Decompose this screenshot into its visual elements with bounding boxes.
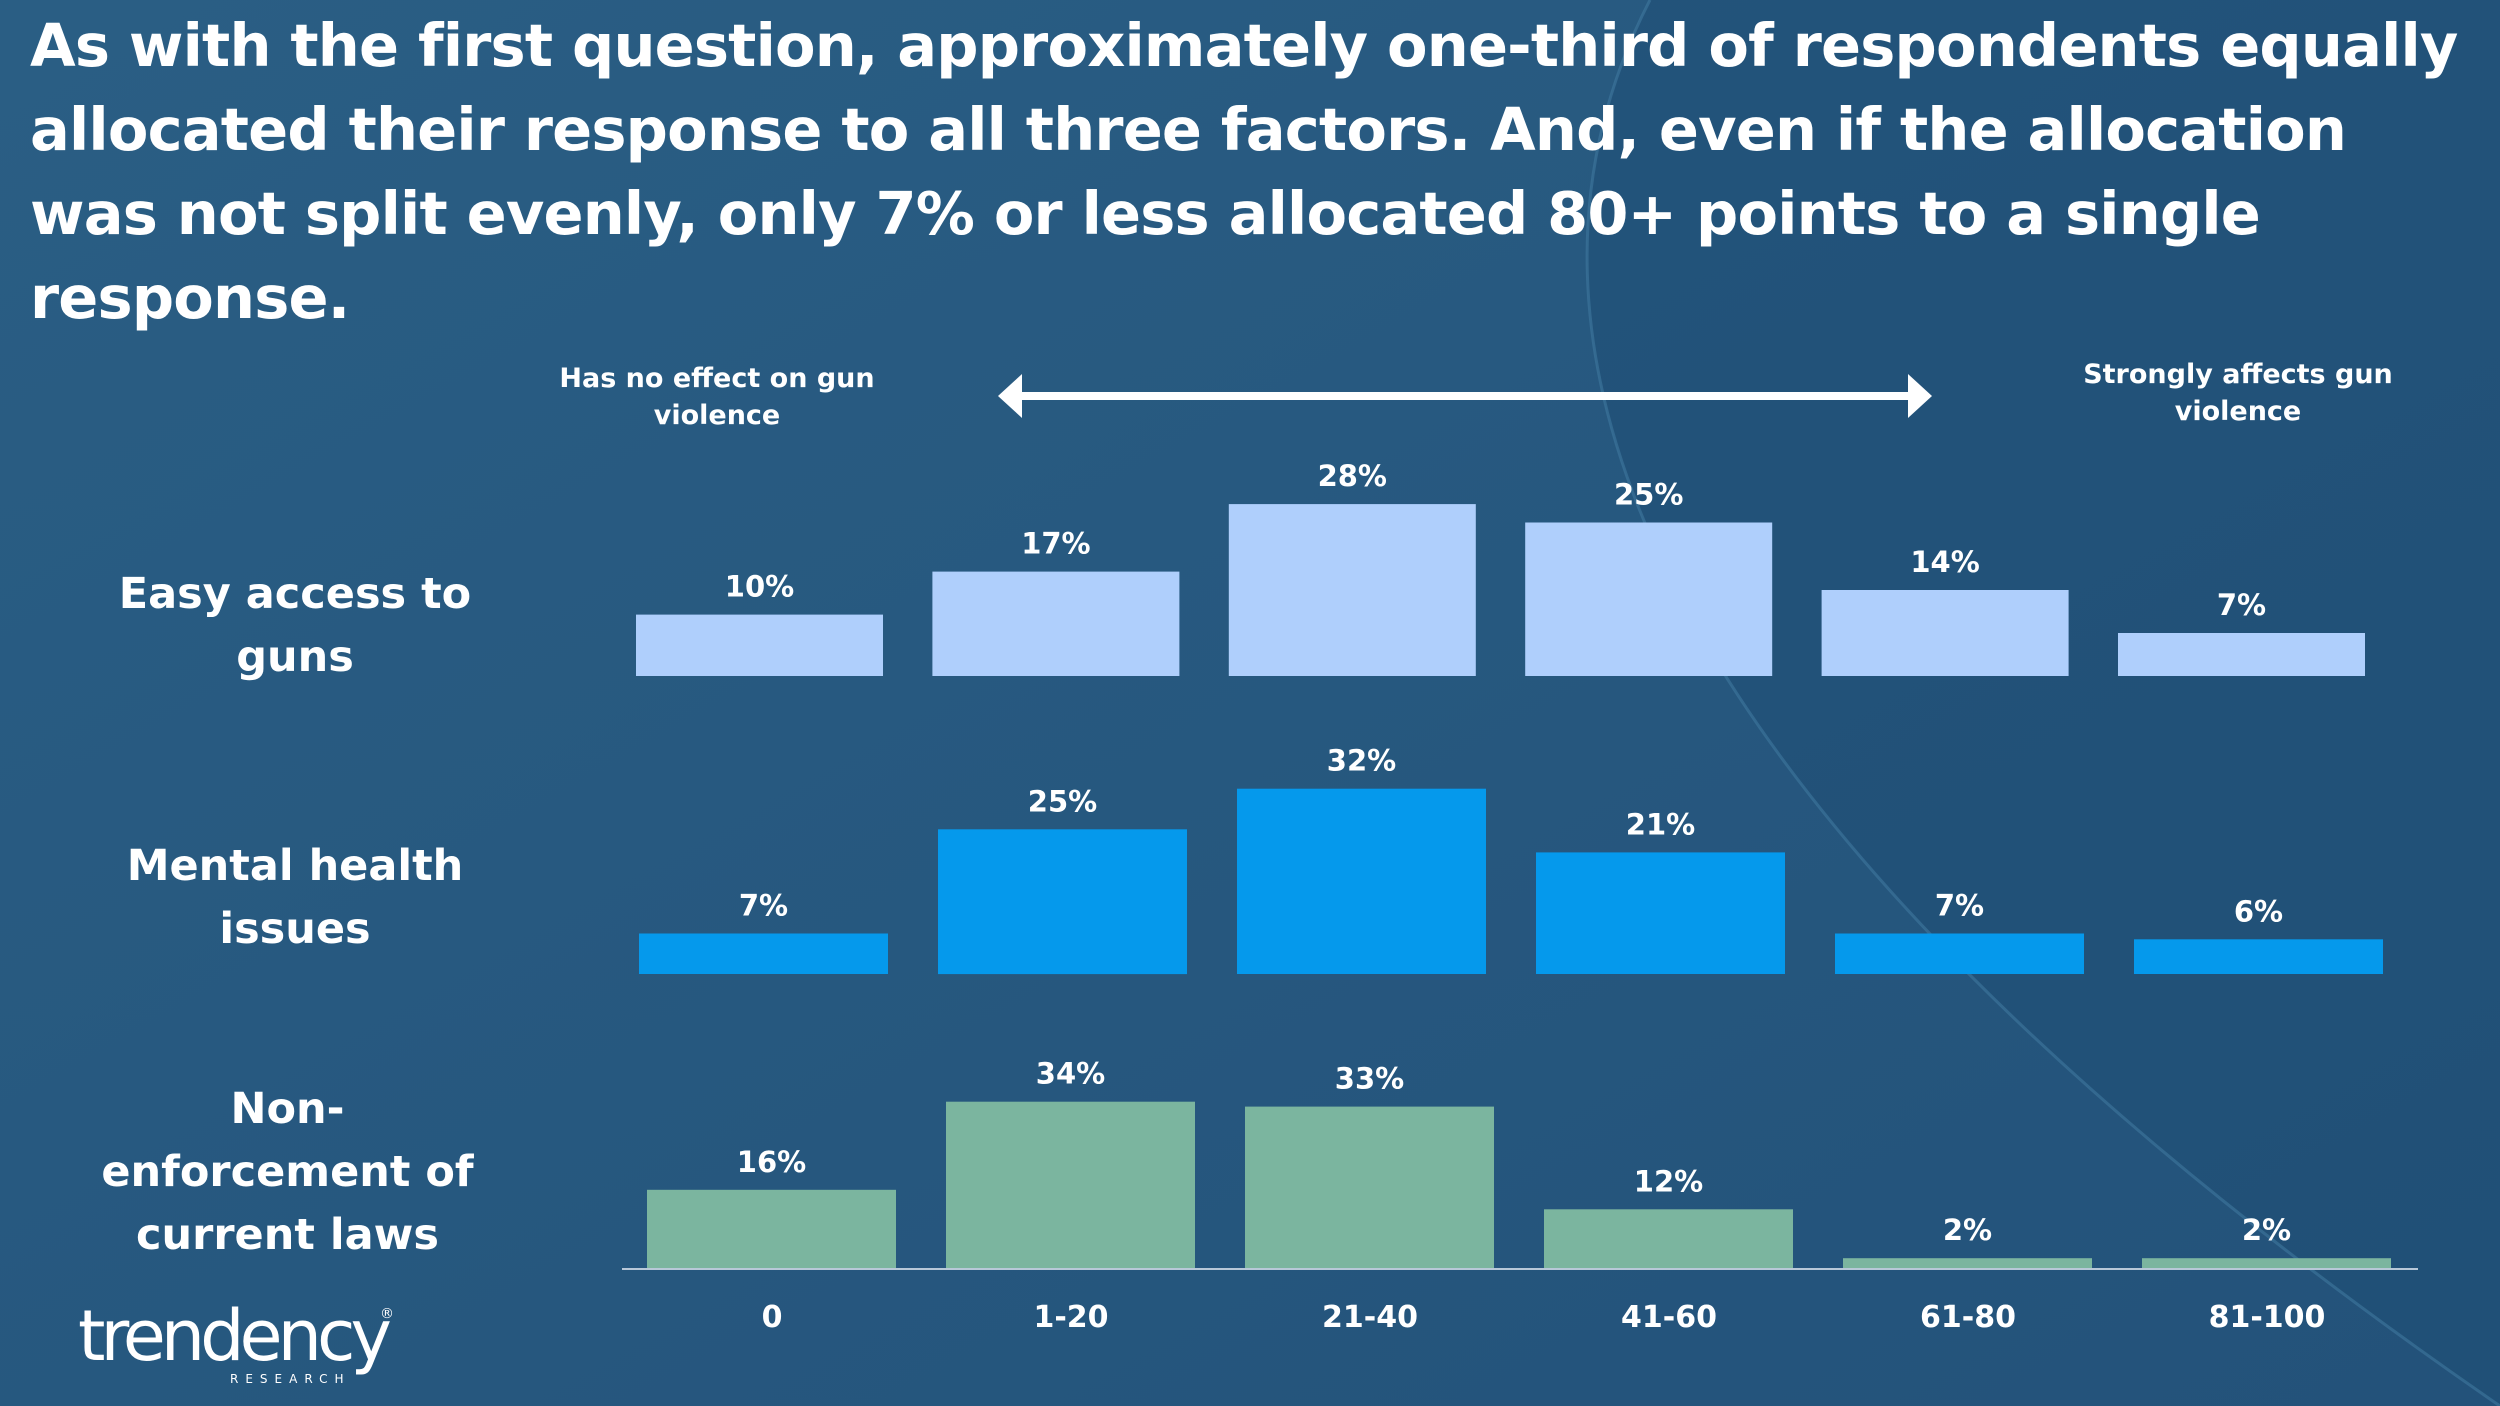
scale-arrow (998, 374, 1932, 418)
arrow-left-icon (998, 374, 1022, 418)
bar-mental-health-0 (639, 933, 888, 974)
tick-label-2: 21-40 (1322, 1300, 1418, 1335)
bar-non-enforcement-3 (1544, 1209, 1793, 1268)
bar-non-enforcement-1 (946, 1101, 1195, 1268)
bar-easy-access-5 (2118, 633, 2365, 676)
data-label-mental-health-3: 21% (1626, 807, 1695, 841)
row-label-non-enforcement: Non-enforcement of current laws (101, 1084, 474, 1260)
arrow-right-icon (1908, 374, 1932, 418)
trendency-logo: trendency ® RESEARCH (78, 1300, 408, 1392)
bar-easy-access-4 (1821, 590, 2069, 676)
bar-non-enforcement-4 (1843, 1258, 2092, 1268)
bar-mental-health-3 (1536, 852, 1785, 974)
bar-non-enforcement-5 (2142, 1258, 2391, 1268)
bar-mental-health-5 (2134, 939, 2383, 974)
data-label-mental-health-2: 32% (1327, 744, 1396, 778)
data-label-mental-health-5: 6% (2234, 894, 2283, 928)
tick-label-3: 41-60 (1621, 1300, 1717, 1335)
tick-label-0: 0 (762, 1300, 783, 1335)
tick-label-1: 1-20 (1033, 1300, 1108, 1335)
data-label-easy-access-3: 25% (1614, 478, 1683, 512)
data-label-mental-health-0: 7% (739, 889, 788, 923)
logo-wordmark: trendency (78, 1295, 392, 1377)
data-label-non-enforcement-1: 34% (1036, 1057, 1105, 1091)
data-label-non-enforcement-5: 2% (2242, 1213, 2291, 1247)
logo-subtitle: RESEARCH (230, 1372, 351, 1386)
bar-easy-access-2 (1228, 504, 1476, 676)
bar-easy-access-1 (932, 571, 1180, 676)
bar-mental-health-2 (1237, 788, 1486, 974)
headline: As with the first question, approximatel… (30, 11, 2458, 332)
data-label-easy-access-5: 7% (2217, 588, 2266, 622)
scale-left-label: Has no effect on gun violence (559, 363, 875, 431)
row-label-mental-health: Mental health issues (126, 841, 464, 954)
data-label-easy-access-2: 28% (1318, 459, 1387, 493)
bar-easy-access-3 (1525, 522, 1773, 676)
data-label-easy-access-0: 10% (725, 570, 794, 604)
bar-non-enforcement-0 (647, 1189, 896, 1268)
bar-mental-health-4 (1835, 933, 2084, 974)
data-label-easy-access-1: 17% (1021, 527, 1090, 561)
tick-label-5: 81-100 (2209, 1300, 2326, 1335)
data-label-non-enforcement-2: 33% (1335, 1062, 1404, 1096)
data-label-mental-health-1: 25% (1028, 784, 1097, 818)
data-label-non-enforcement-0: 16% (737, 1145, 806, 1179)
data-label-easy-access-4: 14% (1910, 545, 1979, 579)
data-label-mental-health-4: 7% (1935, 889, 1984, 923)
bar-mental-health-1 (938, 829, 1187, 975)
logo-registered-mark: ® (380, 1306, 394, 1322)
bar-non-enforcement-2 (1245, 1106, 1494, 1268)
data-label-non-enforcement-3: 12% (1634, 1164, 1703, 1198)
tick-label-4: 61-80 (1920, 1300, 2016, 1335)
row-label-easy-access: Easy access to guns (118, 569, 472, 682)
scale-right-label: Strongly affects gun violence (2083, 359, 2393, 427)
bar-easy-access-0 (636, 614, 883, 676)
data-label-non-enforcement-4: 2% (1943, 1213, 1992, 1247)
